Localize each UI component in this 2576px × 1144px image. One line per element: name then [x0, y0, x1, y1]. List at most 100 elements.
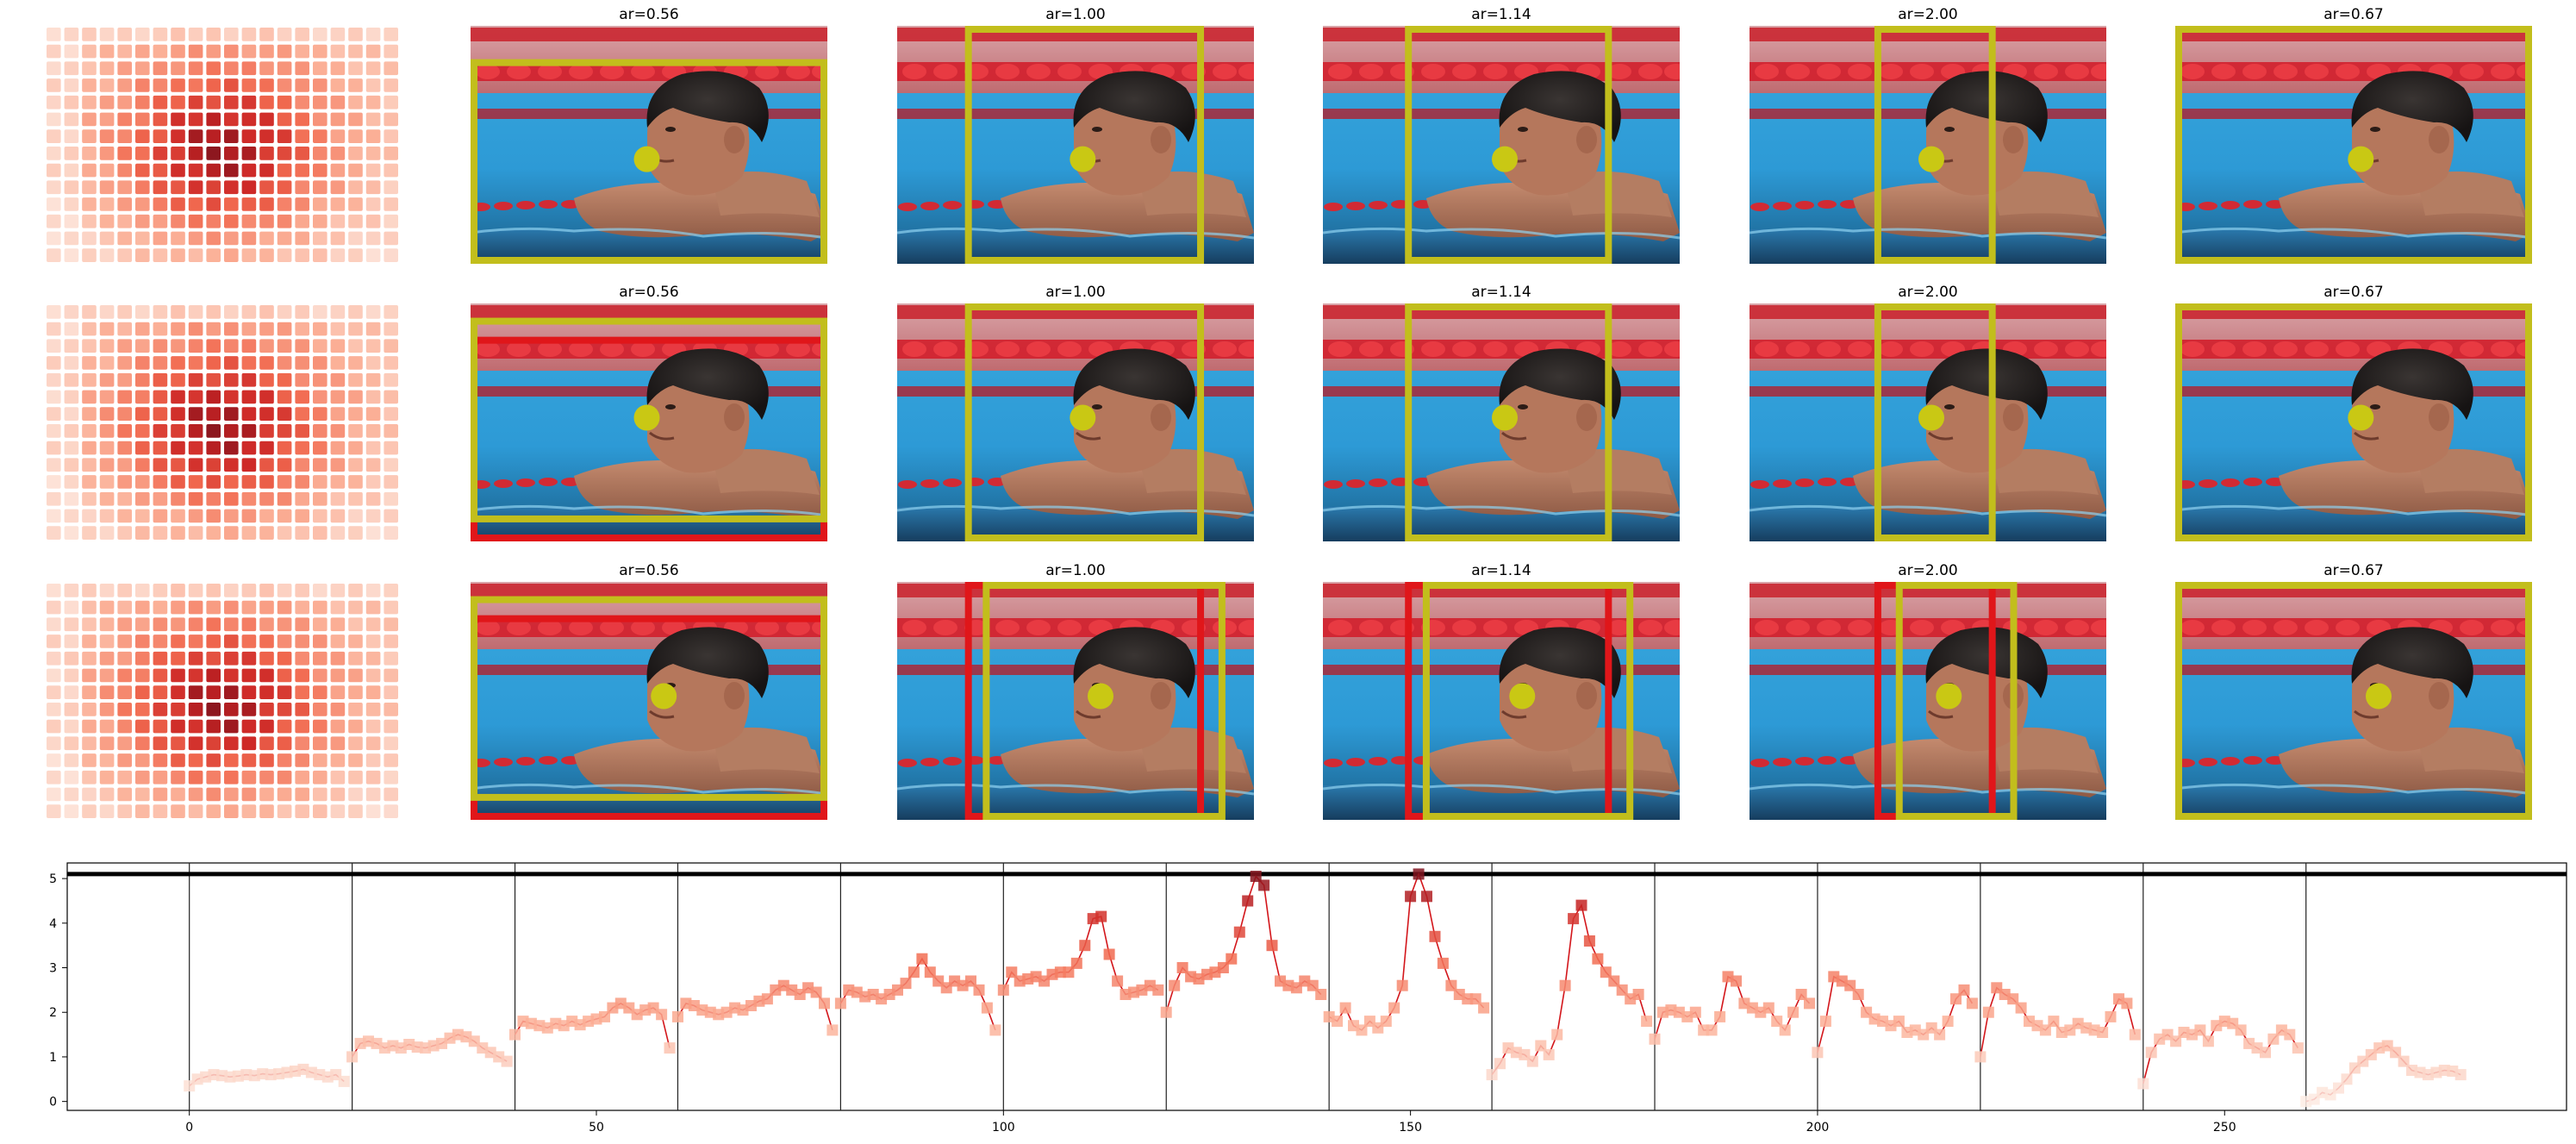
heatmap-cell — [295, 719, 309, 734]
heatmap-cell — [259, 339, 274, 353]
heatmap-cell — [295, 526, 309, 540]
heatmap-cell — [47, 28, 61, 41]
heatmap-cell — [206, 584, 221, 597]
heatmap-cell — [259, 372, 274, 387]
heatmap-cell — [348, 703, 363, 716]
heatmap-cell — [188, 390, 203, 404]
heatmap-cell — [384, 197, 398, 211]
heatmap-cell — [82, 458, 97, 472]
face-center-dot — [2366, 683, 2392, 710]
data-point — [908, 966, 920, 978]
data-point — [810, 986, 822, 998]
data-point — [1583, 935, 1595, 947]
heatmap-cell — [313, 804, 327, 818]
heatmap-cell — [365, 770, 381, 785]
heatmap-cell — [365, 458, 381, 472]
heatmap-cell — [99, 214, 115, 228]
data-point — [1405, 891, 1417, 903]
heatmap-cell — [313, 112, 327, 127]
heatmap-cell — [117, 736, 132, 751]
heatmap-cell — [277, 526, 292, 540]
data-point — [981, 1002, 993, 1014]
crop-title: ar=1.14 — [1471, 6, 1531, 23]
heatmap-cell — [330, 78, 346, 92]
heatmap-cell — [348, 804, 363, 818]
heatmap-cell — [135, 770, 150, 785]
heatmap-cell — [224, 61, 239, 76]
heatmap-cell — [384, 509, 398, 523]
face-center-dot — [651, 683, 677, 710]
heatmap-cell — [206, 163, 221, 178]
heatmap-cell — [171, 147, 185, 160]
heatmap-cell — [313, 197, 327, 211]
heatmap-cell — [82, 753, 97, 767]
heatmap-cell — [171, 685, 185, 699]
heatmap-cell — [259, 390, 274, 404]
heatmap-cell — [99, 617, 115, 632]
heatmap-cell — [99, 635, 115, 648]
heatmap-cell — [64, 129, 79, 143]
heatmap-cell — [117, 305, 132, 319]
crop-title: ar=0.67 — [2323, 562, 2384, 579]
data-point — [501, 1055, 513, 1067]
heatmap-cell — [384, 372, 398, 387]
heatmap-cell — [171, 61, 185, 76]
data-point — [2048, 1016, 2060, 1028]
heatmap-cell — [224, 305, 239, 319]
heatmap-cell — [277, 147, 292, 160]
heatmap-cell — [259, 163, 274, 178]
data-point — [1478, 1002, 1490, 1014]
heatmap-cell — [64, 339, 79, 353]
heatmap-cell — [277, 584, 292, 597]
heatmap-cell — [384, 703, 398, 716]
data-point — [1469, 993, 1481, 1005]
heatmap-cell — [188, 61, 203, 76]
heatmap-cell — [135, 372, 150, 387]
heatmap-cell — [47, 703, 61, 716]
heatmap-cell — [348, 180, 363, 195]
heatmap-cell — [206, 770, 221, 785]
heatmap-cell — [153, 231, 168, 246]
heatmap-cell — [295, 322, 309, 336]
crop-panel: ar=2.00 — [1750, 562, 2106, 820]
heatmap-cell — [153, 322, 168, 336]
heatmap-cell — [47, 44, 61, 59]
heatmap-cell — [135, 441, 150, 455]
heatmap-cell — [295, 491, 309, 506]
heatmap-cell — [82, 214, 97, 228]
heatmap-cell — [330, 231, 346, 246]
heatmap-cell — [277, 475, 292, 489]
heatmap-cell — [206, 703, 221, 716]
heatmap-cell — [188, 95, 203, 109]
heatmap-cell — [259, 736, 274, 751]
heatmap-cell — [277, 509, 292, 523]
data-point — [1942, 1016, 1954, 1028]
heatmap-cell — [47, 129, 61, 143]
heatmap-cell — [241, 214, 257, 228]
heatmap-cell — [135, 458, 150, 472]
heatmap-cell — [259, 248, 274, 262]
crop-title: ar=0.56 — [619, 6, 679, 23]
heatmap-cell — [241, 407, 257, 421]
data-point — [2341, 1073, 2353, 1085]
heatmap-cell — [82, 356, 97, 370]
heatmap-cell — [241, 129, 257, 143]
heatmap-cell — [384, 214, 398, 228]
data-point — [1982, 1006, 1994, 1018]
heatmap-cell — [384, 339, 398, 353]
heatmap-cell — [277, 635, 292, 648]
heatmap-cell — [82, 180, 97, 195]
heatmap-cell — [188, 322, 203, 336]
crop-panel: ar=2.00 — [1750, 284, 2106, 541]
heatmap-cell — [99, 248, 115, 262]
heatmap-cell — [171, 129, 185, 143]
heatmap-cell — [171, 78, 185, 92]
heatmap-cell — [259, 600, 274, 615]
heatmap-cell — [188, 28, 203, 41]
yellow-crop-box — [471, 59, 827, 264]
heatmap-cell — [82, 651, 97, 666]
heatmap-cell — [171, 770, 185, 785]
heatmap-cell — [259, 685, 274, 699]
data-point — [1966, 997, 1978, 1010]
heatmap-cell — [313, 95, 327, 109]
